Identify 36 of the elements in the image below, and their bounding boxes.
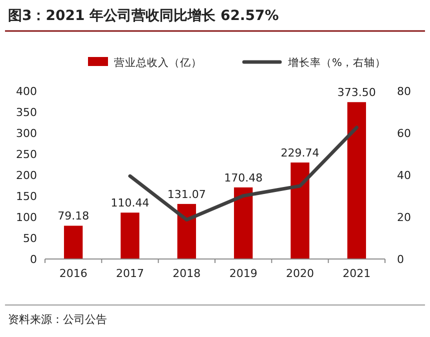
chart-title: 图3：2021 年公司营收同比增长 62.57% [8, 8, 279, 24]
x-tick-label: 2020 [286, 267, 314, 280]
data-label: 131.07 [167, 188, 206, 201]
y-tick-label: 200 [16, 169, 37, 182]
y-tick-label: 350 [16, 106, 37, 119]
text: 资料来源：公司公告 [8, 313, 107, 326]
bar [347, 102, 366, 259]
y2-tick-label: 80 [397, 85, 411, 98]
x-tick-label: 2017 [116, 267, 144, 280]
bar [64, 226, 83, 259]
data-label: 229.74 [280, 146, 320, 160]
y2-tick-label: 60 [397, 127, 411, 140]
bar [177, 204, 196, 259]
y-tick-label: 400 [16, 85, 37, 98]
y2-tick-label: 0 [397, 253, 404, 266]
legend-label: 增长率（%，右轴） [287, 56, 386, 69]
y2-tick-label: 40 [397, 169, 411, 182]
y-tick-label: 250 [16, 148, 37, 161]
data-label: 110.44 [110, 196, 150, 210]
y-tick-label: 0 [30, 253, 37, 266]
bar [234, 187, 253, 259]
data-label: 373.50 [337, 86, 376, 100]
x-tick-label: 2019 [229, 267, 258, 280]
data-label: 79.18 [58, 210, 90, 223]
y-tick-label: 50 [23, 232, 37, 245]
y-tick-label: 150 [16, 190, 37, 203]
y-tick-label: 300 [16, 127, 37, 140]
bar [290, 162, 310, 259]
y-tick-label: 100 [16, 211, 37, 224]
bar [120, 212, 140, 259]
legend-label: 营业总收入（亿） [114, 56, 202, 69]
x-tick-label: 2016 [59, 267, 88, 280]
x-tick-label: 2018 [172, 267, 201, 280]
y2-tick-label: 20 [397, 211, 411, 224]
x-tick-label: 2021 [342, 267, 371, 280]
data-label: 170.48 [224, 171, 263, 184]
